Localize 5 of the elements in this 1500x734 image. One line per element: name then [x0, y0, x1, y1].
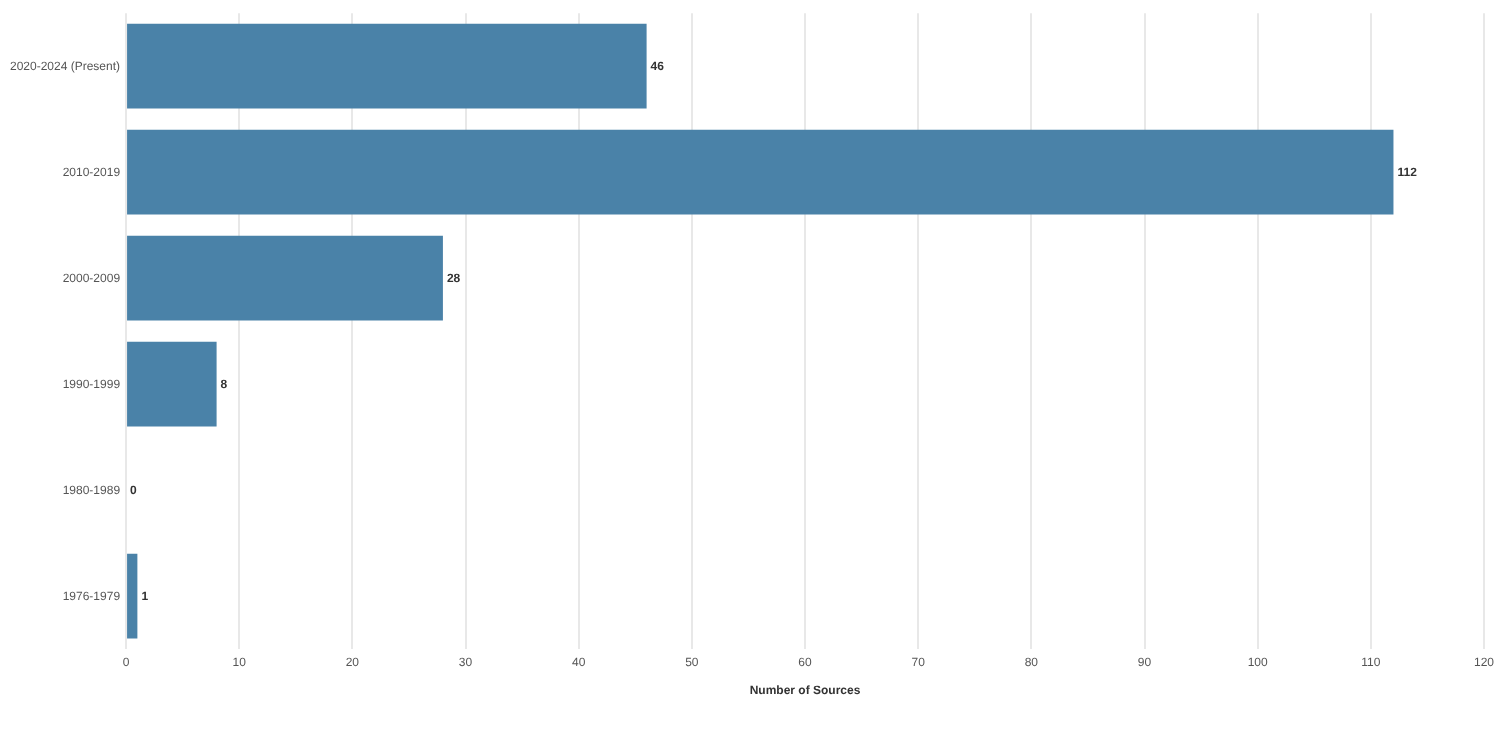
bar [127, 553, 138, 639]
bar [127, 341, 217, 427]
bar [127, 235, 443, 321]
bar [127, 23, 647, 109]
bar [127, 129, 1394, 215]
